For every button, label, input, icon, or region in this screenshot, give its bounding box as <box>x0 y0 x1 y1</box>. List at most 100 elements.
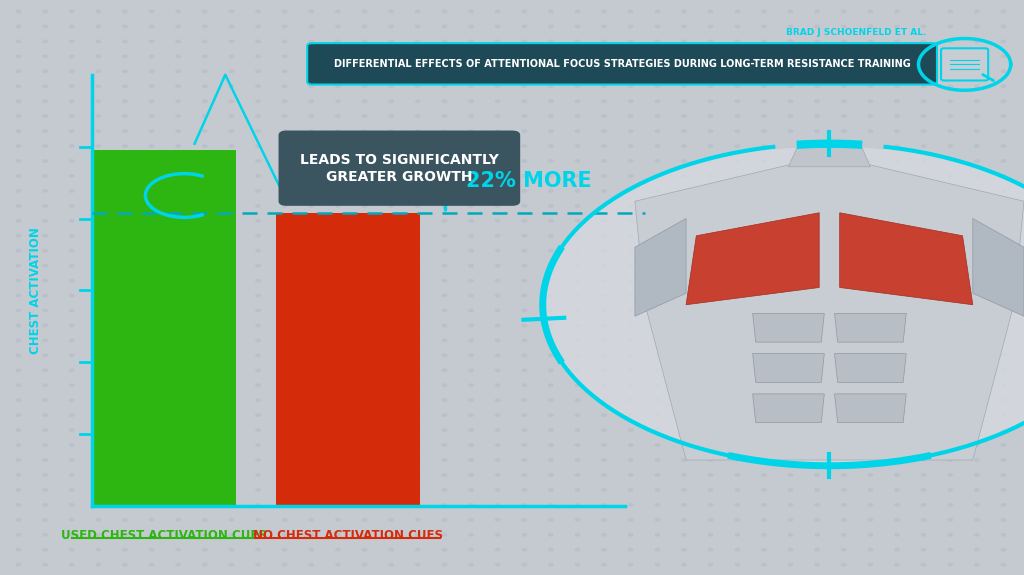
Circle shape <box>123 414 127 416</box>
Circle shape <box>948 264 952 267</box>
Circle shape <box>96 369 100 371</box>
Text: DIFFERENTIAL EFFECTS OF ATTENTIONAL FOCUS STRATEGIES DURING LONG-TERM RESISTANCE: DIFFERENTIAL EFFECTS OF ATTENTIONAL FOCU… <box>334 59 911 69</box>
Circle shape <box>150 115 154 117</box>
Circle shape <box>203 40 207 43</box>
Circle shape <box>655 130 659 132</box>
Circle shape <box>496 145 500 147</box>
Circle shape <box>922 324 926 327</box>
Circle shape <box>1001 190 1006 192</box>
Circle shape <box>70 294 74 297</box>
Bar <box>92 150 236 506</box>
Circle shape <box>975 384 979 386</box>
Circle shape <box>416 279 420 282</box>
Circle shape <box>389 10 393 13</box>
Circle shape <box>389 145 393 147</box>
Circle shape <box>522 25 526 28</box>
Circle shape <box>575 70 580 72</box>
Circle shape <box>788 40 793 43</box>
Circle shape <box>416 399 420 401</box>
Circle shape <box>496 205 500 207</box>
Circle shape <box>70 10 74 13</box>
Circle shape <box>868 459 872 461</box>
Circle shape <box>123 369 127 371</box>
Circle shape <box>788 414 793 416</box>
Circle shape <box>762 250 766 252</box>
Circle shape <box>629 70 633 72</box>
Circle shape <box>416 384 420 386</box>
Circle shape <box>868 55 872 58</box>
Circle shape <box>123 444 127 446</box>
Circle shape <box>362 474 367 476</box>
Circle shape <box>336 115 340 117</box>
Circle shape <box>709 115 713 117</box>
Circle shape <box>522 235 526 237</box>
Circle shape <box>815 205 819 207</box>
Circle shape <box>602 115 606 117</box>
Circle shape <box>256 489 260 491</box>
Circle shape <box>96 489 100 491</box>
Polygon shape <box>753 354 824 382</box>
Circle shape <box>842 504 846 506</box>
Circle shape <box>203 220 207 222</box>
Polygon shape <box>835 313 906 342</box>
Circle shape <box>522 354 526 356</box>
Circle shape <box>842 250 846 252</box>
Circle shape <box>362 324 367 327</box>
Circle shape <box>682 175 686 177</box>
Polygon shape <box>635 155 1024 460</box>
Circle shape <box>336 489 340 491</box>
Circle shape <box>922 354 926 356</box>
Circle shape <box>283 294 287 297</box>
Circle shape <box>123 25 127 28</box>
Circle shape <box>43 474 47 476</box>
Circle shape <box>389 190 393 192</box>
Circle shape <box>1001 85 1006 87</box>
Circle shape <box>629 429 633 431</box>
Circle shape <box>975 504 979 506</box>
Circle shape <box>43 10 47 13</box>
Circle shape <box>203 10 207 13</box>
Circle shape <box>549 40 553 43</box>
Circle shape <box>123 354 127 356</box>
Circle shape <box>682 115 686 117</box>
Circle shape <box>389 399 393 401</box>
Circle shape <box>416 504 420 506</box>
Circle shape <box>895 414 899 416</box>
Circle shape <box>96 10 100 13</box>
Circle shape <box>895 40 899 43</box>
Circle shape <box>948 339 952 342</box>
Circle shape <box>762 10 766 13</box>
Circle shape <box>975 250 979 252</box>
Circle shape <box>922 205 926 207</box>
Circle shape <box>842 474 846 476</box>
Circle shape <box>1001 504 1006 506</box>
Circle shape <box>70 160 74 162</box>
Circle shape <box>602 294 606 297</box>
Circle shape <box>655 235 659 237</box>
Circle shape <box>575 175 580 177</box>
Circle shape <box>283 190 287 192</box>
Circle shape <box>123 534 127 536</box>
Polygon shape <box>973 218 1024 316</box>
Circle shape <box>975 309 979 312</box>
Circle shape <box>442 324 446 327</box>
Polygon shape <box>753 394 824 423</box>
Circle shape <box>762 324 766 327</box>
Circle shape <box>43 549 47 551</box>
Circle shape <box>389 354 393 356</box>
Circle shape <box>496 369 500 371</box>
Circle shape <box>975 190 979 192</box>
Circle shape <box>176 519 180 521</box>
Circle shape <box>442 414 446 416</box>
Circle shape <box>1001 339 1006 342</box>
Circle shape <box>123 504 127 506</box>
Circle shape <box>203 145 207 147</box>
Circle shape <box>416 220 420 222</box>
Circle shape <box>16 444 20 446</box>
Circle shape <box>416 459 420 461</box>
Circle shape <box>16 564 20 566</box>
Circle shape <box>575 85 580 87</box>
Circle shape <box>229 339 233 342</box>
Circle shape <box>442 534 446 536</box>
Circle shape <box>975 100 979 102</box>
